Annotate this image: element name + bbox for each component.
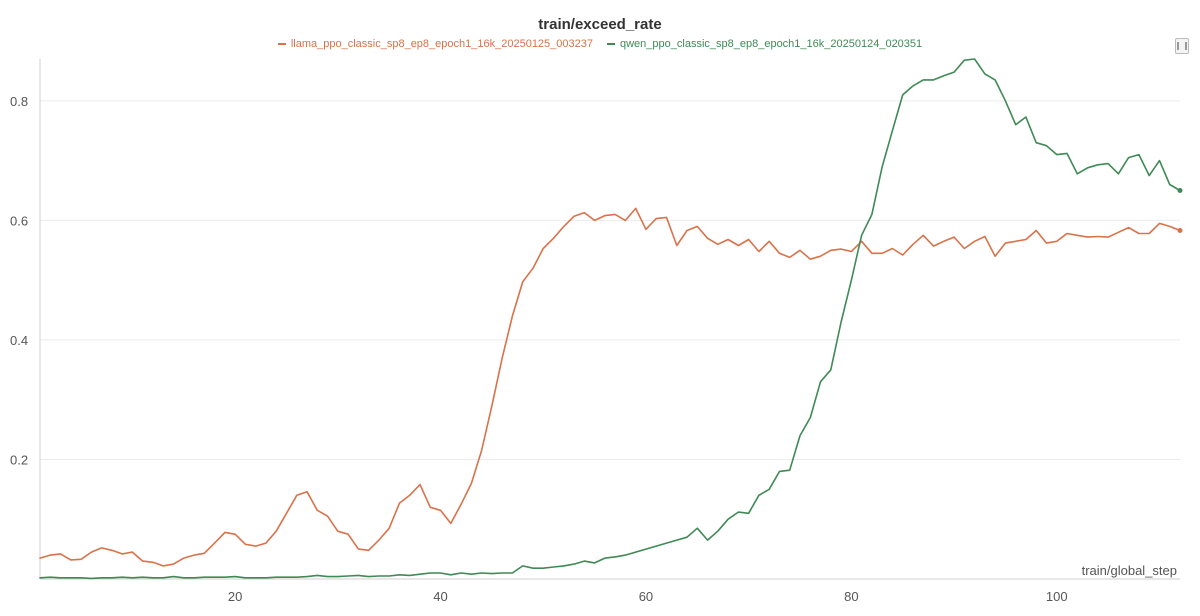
legend-swatch-qwen xyxy=(607,43,615,45)
series-line-0 xyxy=(39,207,1181,567)
x-axis-title: train/global_step xyxy=(1082,563,1177,578)
panel-menu-icon xyxy=(1177,42,1187,50)
legend-label-llama: llama_ppo_classic_sp8_ep8_epoch1_16k_202… xyxy=(290,38,593,50)
legend-swatch-llama xyxy=(277,43,286,45)
chart-title: train/exceed_rate xyxy=(538,16,662,33)
y-tick-label: 0.2 xyxy=(10,452,28,467)
legend-item-qwen[interactable]: qwen_ppo_classic_sp8_ep8_epoch1_16k_2025… xyxy=(607,38,922,50)
y-tick-label: 0.8 xyxy=(10,94,28,109)
x-tick-label: 100 xyxy=(1046,589,1068,604)
x-tick-label: 80 xyxy=(844,589,858,604)
y-tick-labels: 0.2 0.4 0.6 0.8 xyxy=(10,94,28,468)
x-tick-label: 40 xyxy=(433,589,447,604)
series-end-point-1 xyxy=(1177,187,1183,193)
x-tick-label: 20 xyxy=(228,589,242,604)
series-line-1 xyxy=(39,58,1181,580)
legend-label-qwen: qwen_ppo_classic_sp8_ep8_epoch1_16k_2025… xyxy=(620,38,923,50)
x-tick-label: 60 xyxy=(639,589,653,604)
y-tick-label: 0.6 xyxy=(10,213,28,228)
chart-legend: llama_ppo_classic_sp8_ep8_epoch1_16k_202… xyxy=(0,38,1200,50)
grid-lines xyxy=(40,100,1180,460)
series-layer xyxy=(39,58,1183,580)
x-tick-labels: 20 40 60 80 100 xyxy=(228,589,1068,604)
panel-menu-button[interactable] xyxy=(1175,38,1189,54)
y-tick-label: 0.4 xyxy=(10,333,28,348)
legend-item-llama[interactable]: llama_ppo_classic_sp8_ep8_epoch1_16k_202… xyxy=(277,38,593,50)
series-end-point-0 xyxy=(1177,228,1183,234)
